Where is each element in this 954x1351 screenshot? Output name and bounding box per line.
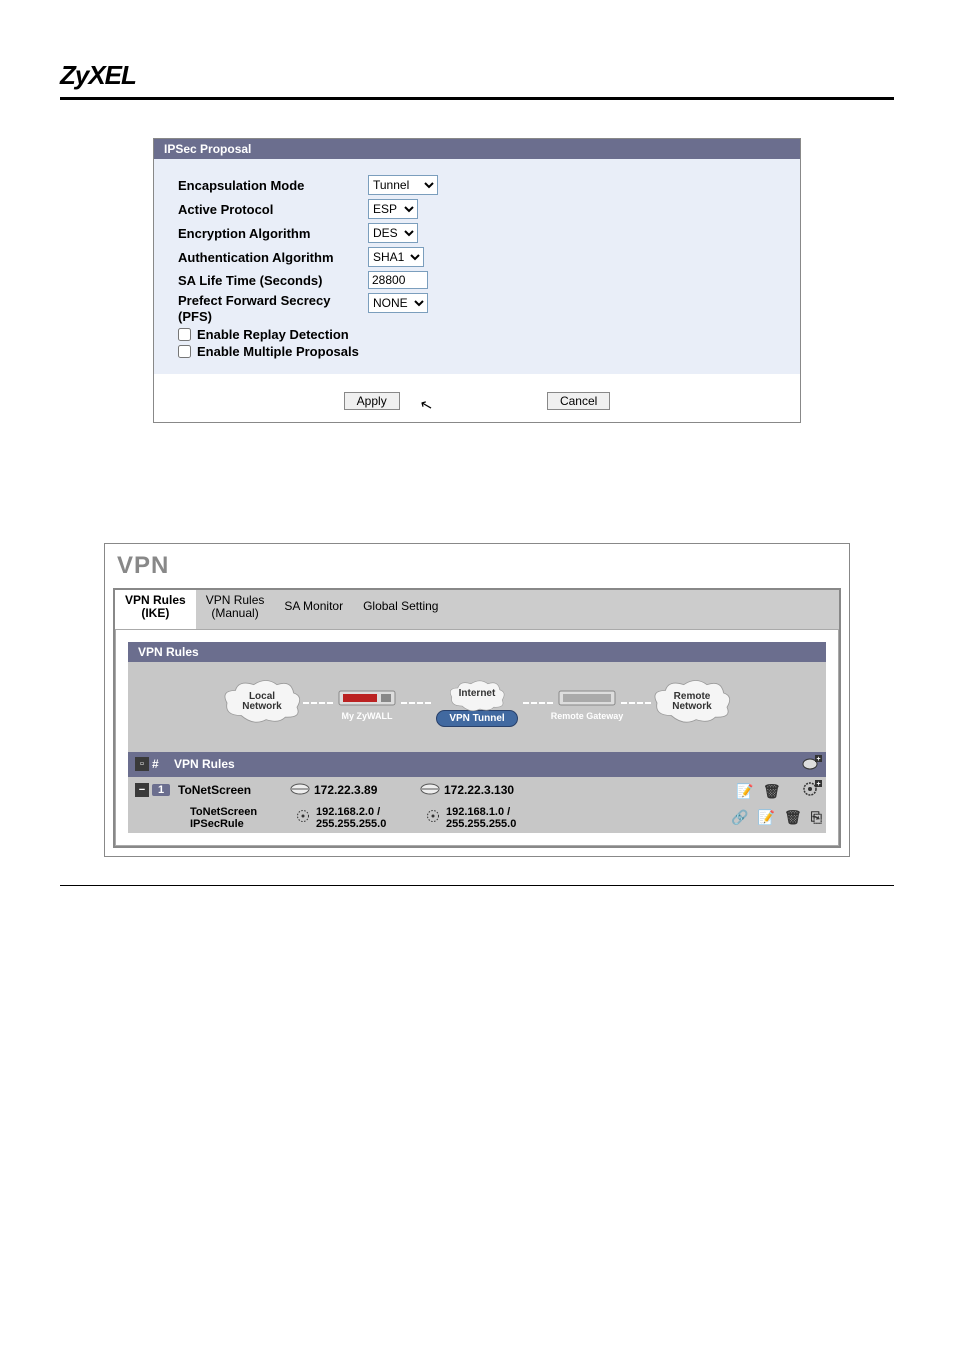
col-name: VPN Rules [170,757,774,771]
input-salife[interactable] [368,271,428,289]
copy-icon[interactable]: ⎘ [811,809,822,826]
internet-label: Internet [438,688,516,699]
rules-title: VPN Rules [128,642,826,662]
ipsec-panel: IPSec Proposal Encapsulation Mode Tunnel… [153,138,801,423]
delete-icon[interactable]: 🗑 [784,809,802,826]
vpn-body: VPN Rules (IKE) VPN Rules (Manual) SA Mo… [113,588,841,848]
subrule-row-1[interactable]: ToNetScreen IPSecRule 192.168.2.0 / 255.… [128,803,826,833]
topology: Local Network My ZyWALL Internet VPN Tun… [128,662,826,752]
local-label: Local Network [217,692,307,712]
row-replay: Enable Replay Detection [154,326,800,343]
label-pfs: Prefect Forward Secrecy (PFS) [178,293,368,324]
col-hash: # [152,757,170,771]
tab-content: VPN Rules Local Network My ZyWALL Intern… [115,629,839,846]
ipsec-title: IPSec Proposal [154,139,800,159]
rule-ip1: 172.22.3.89 [314,783,377,797]
svg-text:+: + [816,756,820,763]
label-multiple: Enable Multiple Proposals [197,344,359,359]
rule-row-1[interactable]: − 1 ToNetScreen 172.22.3.89 172.22.3.130… [128,777,826,803]
vpn-panel: VPN VPN Rules (IKE) VPN Rules (Manual) S… [104,543,850,857]
svg-text:+: + [816,781,820,788]
vpn-tabs: VPN Rules (IKE) VPN Rules (Manual) SA Mo… [115,590,839,628]
cancel-button[interactable]: Cancel [547,392,610,410]
rules-table-header: ▫ # VPN Rules + [128,752,826,777]
subrule-ip2: 192.168.1.0 / 255.255.255.0 [446,806,516,830]
net-icon [294,809,312,826]
edit-icon[interactable]: 📝 [736,783,753,800]
row-encryption: Encryption Algorithm DES [154,221,800,245]
check-multiple[interactable] [178,345,191,358]
rule-name: ToNetScreen [170,783,290,797]
select-encryption[interactable]: DES [368,223,418,243]
label-encapsulation: Encapsulation Mode [178,178,368,193]
row-encapsulation: Encapsulation Mode Tunnel [154,173,800,197]
label-protocol: Active Protocol [178,202,368,217]
subrule-ip1: 192.168.2.0 / 255.255.255.0 [316,806,386,830]
remote-label: Remote Network [647,692,737,712]
apply-button[interactable]: Apply [344,392,400,410]
subrule-name: ToNetScreen IPSecRule [170,806,294,830]
myzywall-label: My ZyWALL [329,711,405,721]
label-encryption: Encryption Algorithm [178,226,368,241]
tab-manual[interactable]: VPN Rules (Manual) [196,590,275,628]
brand-logo: ZyXEL [60,60,136,90]
tab-ike[interactable]: VPN Rules (IKE) [115,590,196,628]
net-icon [424,809,442,826]
tab-samonitor[interactable]: SA Monitor [274,590,353,628]
row-auth: Authentication Algorithm SHA1 [154,245,800,269]
tab-global[interactable]: Global Setting [353,590,448,628]
row-salife: SA Life Time (Seconds) [154,269,800,291]
cloud-icon [420,781,440,798]
row-protocol: Active Protocol ESP [154,197,800,221]
logo-bar: ZyXEL [60,60,894,100]
select-encapsulation[interactable]: Tunnel [368,175,438,195]
add-sub-icon[interactable]: + [802,780,822,799]
label-auth: Authentication Algorithm [178,250,368,265]
rule-ip2: 172.22.3.130 [444,783,514,797]
local-network-cloud: Local Network [217,678,307,728]
add-rule-icon[interactable]: + [802,755,822,774]
expand-all-icon[interactable]: ▫ [135,757,149,771]
select-auth[interactable]: SHA1 [368,247,424,267]
label-salife: SA Life Time (Seconds) [178,273,368,288]
internet-tunnel: Internet VPN Tunnel [427,679,527,727]
remotegateway-label: Remote Gateway [549,711,625,721]
vpn-title: VPN [117,552,841,580]
cursor-icon: ↖ [418,395,435,416]
check-replay[interactable] [178,328,191,341]
rule-number: 1 [152,784,170,796]
row-multiple: Enable Multiple Proposals [154,343,800,360]
cloud-icon [290,781,310,798]
ipsec-body: Encapsulation Mode Tunnel Active Protoco… [154,159,800,374]
page-foot [60,885,894,886]
row-pfs: Prefect Forward Secrecy (PFS) NONE [154,291,800,326]
myzywall-device: My ZyWALL [329,685,405,721]
label-replay: Enable Replay Detection [197,327,349,342]
edit-icon[interactable]: 📝 [757,809,774,826]
select-protocol[interactable]: ESP [368,199,418,219]
ipsec-buttons: Apply Cancel ↖ [154,374,800,422]
remote-network-cloud: Remote Network [647,678,737,728]
delete-icon[interactable]: 🗑 [763,783,781,800]
collapse-icon[interactable]: − [135,783,149,797]
select-pfs[interactable]: NONE [368,293,428,313]
remote-gateway-device: Remote Gateway [549,685,625,721]
connect-icon[interactable]: 🔗 [731,809,748,826]
